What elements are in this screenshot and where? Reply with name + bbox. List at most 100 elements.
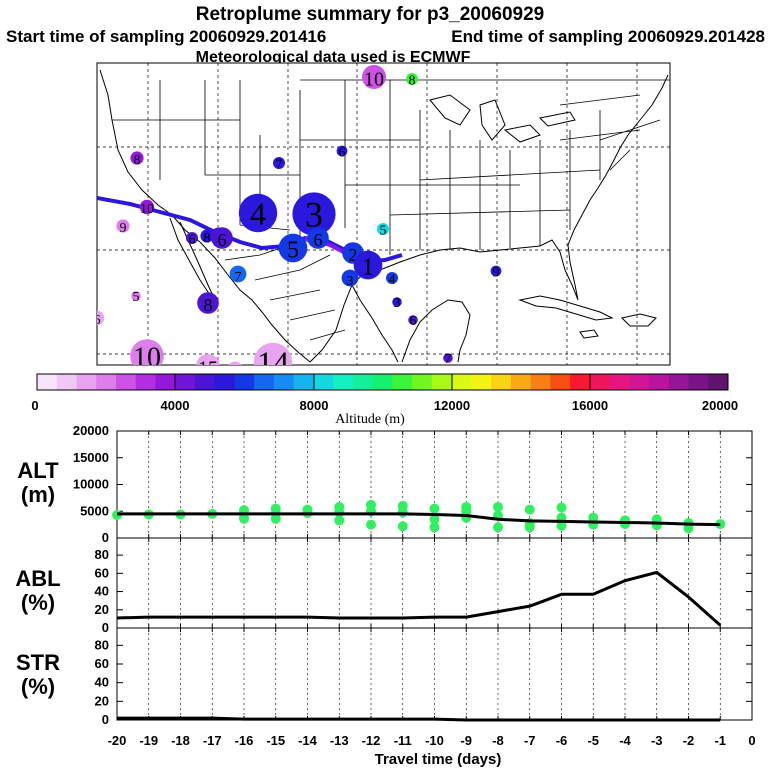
x-tick-label: -8 <box>492 733 504 748</box>
abl-panel-title: ABL <box>15 566 60 591</box>
x-tick-label: -7 <box>524 733 536 748</box>
altitude-point <box>493 522 503 533</box>
y-tick-label: 15000 <box>73 450 109 465</box>
trajectory-marker <box>341 269 359 287</box>
colorbar-frame <box>36 373 729 391</box>
start-time-label: Start time of sampling 20060929.201416 <box>6 27 326 46</box>
y-tick-label: 80 <box>95 547 109 562</box>
x-tick-label: -15 <box>266 733 285 748</box>
altitude-point <box>683 523 694 534</box>
colorbar-segment <box>155 374 176 390</box>
trajectory-marker <box>353 250 383 280</box>
cuba <box>518 295 614 321</box>
altitude-point <box>588 512 599 523</box>
y-tick-label: 0 <box>102 620 109 635</box>
altitude-point <box>397 521 408 532</box>
colorbar-tick: 12000 <box>434 398 470 413</box>
x-tick-label: -10 <box>425 733 444 748</box>
altitude-point <box>493 501 503 512</box>
trajectory-marker-label: 6 <box>314 230 323 250</box>
map-area: 10887610943658666572134589367610151114 <box>96 62 671 374</box>
y-tick-label: 60 <box>95 656 109 671</box>
trajectory-marker-label: 3 <box>347 274 354 289</box>
altitude-point <box>429 522 440 533</box>
altitude-point <box>302 504 313 515</box>
colorbar-segment <box>96 374 117 390</box>
colorbar-tick: 20000 <box>702 398 738 413</box>
altitude-point <box>429 503 440 514</box>
trajectory-marker-label: 8 <box>204 231 211 246</box>
trajectory-marker <box>211 227 233 249</box>
trajectory-marker <box>273 157 285 169</box>
colorbar-tick: 16000 <box>572 398 608 413</box>
altitude-point <box>429 514 440 525</box>
trajectory-marker <box>229 265 247 283</box>
x-tick-label: -12 <box>362 733 381 748</box>
y-tick-label: 20000 <box>73 423 109 438</box>
end-time-label: End time of sampling 20060929.201428 <box>451 27 765 46</box>
trajectory-marker-label: 6 <box>339 145 346 160</box>
y-tick-label: 40 <box>95 675 109 690</box>
trajectory-marker <box>443 353 453 363</box>
x-tick-label: -1 <box>714 733 726 748</box>
alt-panel-title: ALT <box>17 458 59 483</box>
x-tick-label: -17 <box>203 733 222 748</box>
str-panel-title: STR <box>16 650 60 675</box>
x-tick-label: -16 <box>235 733 254 748</box>
trajectory-marker <box>131 291 141 301</box>
colorbar-tick: 0 <box>31 398 38 413</box>
colorbar-segment <box>668 374 690 390</box>
x-tick-label: -19 <box>139 733 158 748</box>
colorbar-segment <box>589 374 611 390</box>
trajectory-marker-label: 8 <box>204 295 213 315</box>
colorbar-segment <box>431 374 453 390</box>
trajectory-marker <box>139 199 155 215</box>
altitude-point <box>461 501 472 512</box>
figure-title: Retroplume summary for p3_20060929 <box>196 4 545 25</box>
met-data-label: Meteorological data used is ECMWF <box>196 49 471 66</box>
trajectory-marker-label: 3 <box>394 296 401 311</box>
yucatan <box>351 284 471 363</box>
coastline-west <box>99 69 311 363</box>
altitude-colorbar: 0 4000 8000 12000 16000 20000 Altitude (… <box>31 373 738 427</box>
y-tick-label: 20 <box>95 693 109 708</box>
colorbar-segment <box>76 374 97 390</box>
jamaica <box>579 329 599 339</box>
trajectory-marker <box>362 65 386 89</box>
y-tick-label: 0 <box>102 712 109 727</box>
trajectory-marker <box>97 310 105 326</box>
altitude-point <box>556 520 567 531</box>
series-line <box>117 716 721 722</box>
trajectory-marker <box>292 192 336 236</box>
trajectory-marker <box>377 223 389 235</box>
colorbar-segment <box>234 374 255 390</box>
colorbar-segment <box>214 374 235 390</box>
colorbar-segment <box>293 374 314 390</box>
panel-str: 0 20 40 60 80 <box>95 627 753 727</box>
altitude-point <box>270 513 281 524</box>
map-frame <box>96 62 671 366</box>
y-tick-label: 80 <box>95 637 109 652</box>
trajectory-marker <box>238 193 278 233</box>
colorbar-segment <box>254 374 275 390</box>
basemap: 10887610943658666572134589367610151114 <box>97 63 670 374</box>
trajectory-marker <box>116 219 130 233</box>
series-line <box>117 512 721 527</box>
x-tick-label: -11 <box>394 733 412 748</box>
colorbar-tick: 8000 <box>300 398 329 413</box>
trajectory-marker-label: 5 <box>287 237 299 263</box>
trajectory-marker <box>196 354 220 365</box>
alt-panel-unit: (m) <box>21 482 55 507</box>
trajectory-marker <box>307 227 329 249</box>
trajectory-marker <box>200 229 214 243</box>
trajectory-marker-label: 4 <box>250 196 266 232</box>
str-panel-unit: (%) <box>21 674 55 699</box>
y-tick-label: 40 <box>95 584 109 599</box>
colorbar-segment <box>115 374 137 390</box>
x-tick-label: -18 <box>171 733 190 748</box>
x-tick-label: -13 <box>330 733 349 748</box>
altitude-point <box>524 522 535 533</box>
trajectory-marker-label: 7 <box>235 270 242 285</box>
colorbar-tick-labels: 0 4000 8000 12000 16000 20000 <box>31 398 738 413</box>
trajectory-marker-label: 10 <box>133 343 161 374</box>
